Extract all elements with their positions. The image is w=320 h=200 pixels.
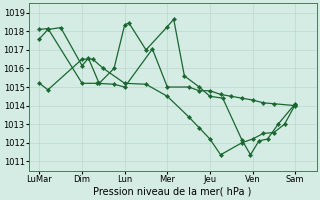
X-axis label: Pression niveau de la mer( hPa ): Pression niveau de la mer( hPa ) [93,187,252,197]
